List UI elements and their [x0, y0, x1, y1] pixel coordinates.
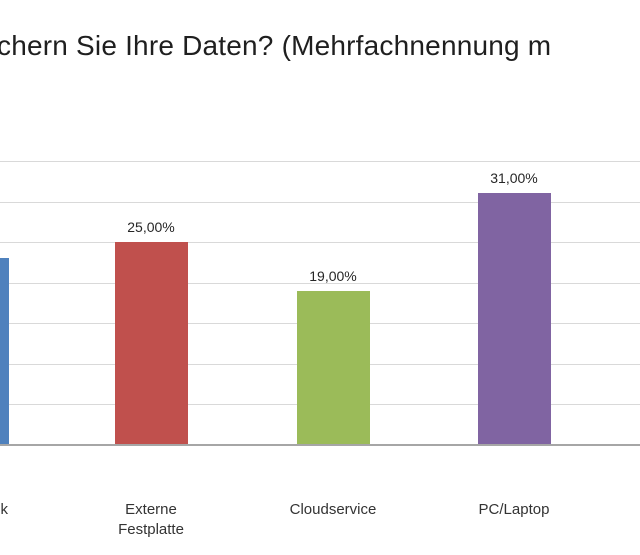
gridline	[0, 201, 640, 203]
chart-title: chern Sie Ihre Daten? (Mehrfachnennung m	[0, 30, 552, 61]
category-axis-label: Externe Festplatte	[118, 501, 184, 538]
category-axis-label: PC/Laptop	[478, 501, 550, 518]
x-axis-line	[0, 444, 640, 446]
gridline	[0, 242, 640, 244]
bar-value-label: 31,00%	[490, 170, 538, 187]
gridline	[0, 282, 640, 284]
category-axis-label: k	[0, 501, 9, 518]
bar-pc-laptop	[477, 193, 551, 445]
bar-externe-festplatte	[114, 242, 188, 445]
bar-k	[0, 258, 9, 445]
gridline	[0, 161, 640, 162]
bar-value-label: 19,00%	[309, 267, 357, 284]
category-axis-label: Cloudservice	[289, 501, 377, 518]
bar-cloudservice	[296, 290, 370, 445]
bar-value-label: 25,00%	[127, 219, 175, 236]
